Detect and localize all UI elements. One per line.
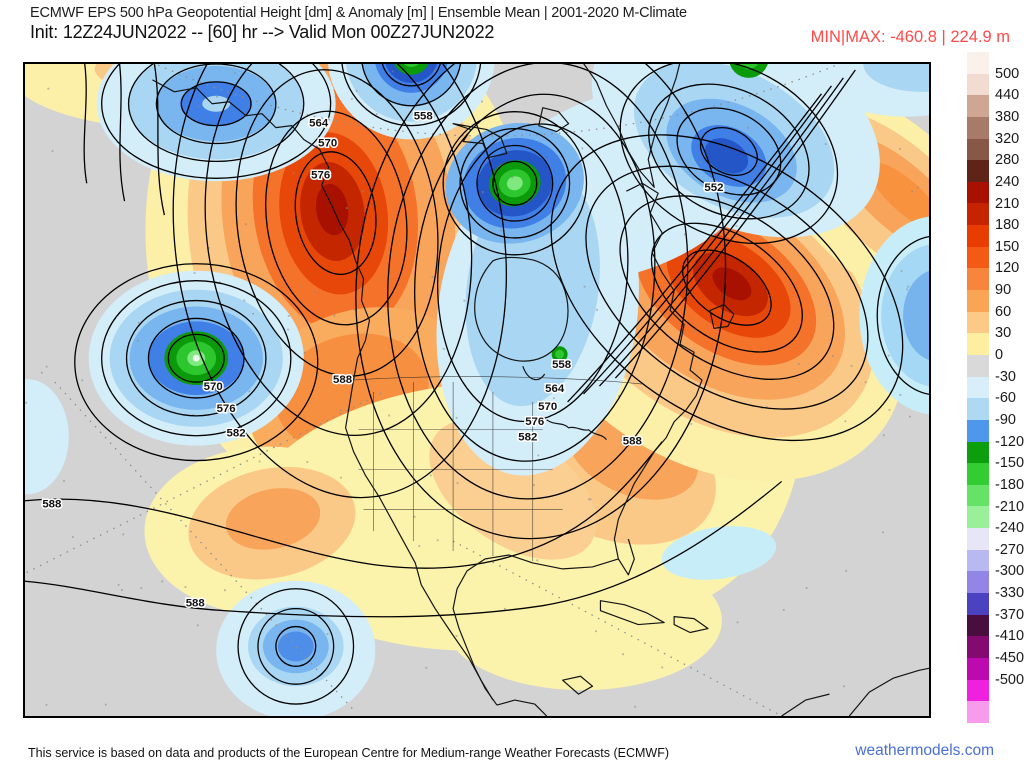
contour-label: 558 xyxy=(414,111,433,123)
legend-tick-label: -60 xyxy=(995,390,1016,407)
legend-tick-label: -240 xyxy=(995,520,1024,537)
legend-cell xyxy=(967,679,989,702)
legend-tick-label: 240 xyxy=(995,173,1020,190)
legend-tick-label: -30 xyxy=(995,368,1016,385)
legend-cell xyxy=(967,506,989,529)
coastlines xyxy=(152,64,929,716)
contour-label: 588 xyxy=(333,374,352,386)
contour-label: 564 xyxy=(309,118,329,130)
legend-tick-label: 320 xyxy=(995,130,1020,147)
legend-tick-label: -210 xyxy=(995,498,1024,515)
legend-tick-label: 440 xyxy=(995,87,1020,104)
ensemble-stipple-dots xyxy=(25,70,919,708)
page-title: ECMWF EPS 500 hPa Geopotential Height [d… xyxy=(30,5,687,21)
legend-cell xyxy=(967,311,989,334)
weathermodels-brand-link[interactable]: weathermodels.com xyxy=(855,742,994,759)
contour-label: 564 xyxy=(545,383,565,395)
legend-cell xyxy=(967,290,989,312)
legend-cell xyxy=(967,441,989,464)
legend-tick-label: -330 xyxy=(995,585,1024,602)
ecmwf-disclaimer: This service is based on data and produc… xyxy=(28,746,670,760)
legend-cell xyxy=(967,268,989,291)
legend-cell xyxy=(967,203,989,226)
legend-tick-label: -370 xyxy=(995,606,1024,623)
legend-cell xyxy=(967,225,989,247)
contour-label: 588 xyxy=(623,436,642,448)
contour-label: 558 xyxy=(552,359,571,371)
state-borders xyxy=(353,376,643,561)
contour-label: 552 xyxy=(704,182,723,194)
legend-tick-label: -410 xyxy=(995,628,1024,645)
legend-tick-label: -180 xyxy=(995,476,1024,493)
legend-cell xyxy=(967,160,989,182)
legend-cell xyxy=(967,246,989,269)
legend-cell xyxy=(967,528,989,550)
contour-label: 570 xyxy=(204,381,223,393)
contour-label-layer: 558 564 570 576 552 588 570 576 582 558 564 570 576 5… xyxy=(41,109,725,611)
contour-label: 576 xyxy=(217,403,236,415)
legend-cell xyxy=(967,463,989,485)
legend-cell xyxy=(967,398,989,420)
legend-cell xyxy=(967,636,989,658)
legend-cell xyxy=(967,571,989,594)
legend-tick-label: 280 xyxy=(995,152,1020,169)
legend-cell xyxy=(967,657,989,680)
legend-tick-label: 500 xyxy=(995,65,1020,82)
contour-label: 570 xyxy=(318,138,337,150)
legend-tick-label: 210 xyxy=(995,195,1020,212)
anomaly-fill-bands xyxy=(25,64,929,716)
contour-label: 576 xyxy=(311,169,330,181)
legend-tick-label: -500 xyxy=(995,671,1024,688)
legend-cell xyxy=(967,354,989,377)
legend-cell xyxy=(967,593,989,615)
legend-cell xyxy=(967,419,989,442)
legend-cell xyxy=(967,376,989,399)
legend-cell xyxy=(967,52,989,74)
legend-tick-label: 30 xyxy=(995,325,1012,342)
contour-label: 582 xyxy=(227,428,246,440)
contour-label: 588 xyxy=(186,598,205,610)
legend-tick-label: 90 xyxy=(995,282,1012,299)
legend-tick-label: -120 xyxy=(995,433,1024,450)
legend-cell xyxy=(967,549,989,572)
height-contours xyxy=(25,64,929,705)
legend-cell xyxy=(967,333,989,355)
map-canvas: 558 564 570 576 552 588 570 576 582 558 564 570 576 5… xyxy=(23,62,931,718)
legend-cell xyxy=(967,95,989,117)
anomaly-color-scale xyxy=(967,52,989,723)
legend-tick-label: -150 xyxy=(995,455,1024,472)
contour-label: 582 xyxy=(518,432,537,444)
legend-cell xyxy=(967,73,989,96)
graticule-lines xyxy=(25,64,841,716)
legend-tick-label: -450 xyxy=(995,650,1024,667)
legend-tick-label: 60 xyxy=(995,303,1012,320)
legend-tick-label: 120 xyxy=(995,260,1020,277)
legend-tick-label: 380 xyxy=(995,108,1020,125)
legend-cell xyxy=(967,701,989,723)
legend-cell xyxy=(967,614,989,637)
anomaly-map-svg: 558 564 570 576 552 588 570 576 582 558 564 570 576 5… xyxy=(25,64,929,716)
contour-label: 570 xyxy=(538,401,557,413)
legend-tick-label: 180 xyxy=(995,217,1020,234)
legend-tick-label: 150 xyxy=(995,238,1020,255)
minmax-readout: MIN|MAX: -460.8 | 224.9 m xyxy=(810,28,1010,46)
legend-cell xyxy=(967,138,989,161)
legend-tick-label: -90 xyxy=(995,411,1016,428)
legend-cell xyxy=(967,181,989,204)
legend-tick-label: 0 xyxy=(995,347,1004,364)
legend-cell xyxy=(967,116,989,139)
legend-tick-label: -300 xyxy=(995,563,1024,580)
anomaly-scale-labels: 500 440 380 320 280 240 210 180 150 120 90 60 30 0 -30… xyxy=(995,52,1024,723)
init-valid-subtitle: Init: 12Z24JUN2022 -- [60] hr --> Valid … xyxy=(30,22,495,42)
contour-label: 576 xyxy=(525,416,544,428)
legend-cell xyxy=(967,484,989,507)
contour-label: 588 xyxy=(42,498,61,510)
legend-tick-label: -270 xyxy=(995,541,1024,558)
